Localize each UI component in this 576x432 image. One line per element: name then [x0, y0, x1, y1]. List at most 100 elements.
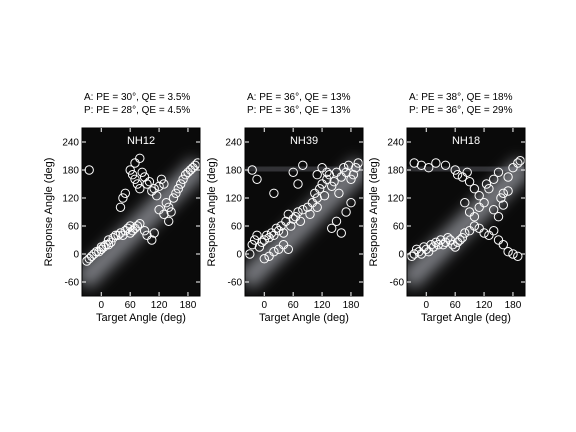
data-point	[424, 163, 434, 173]
data-point	[353, 158, 363, 168]
data-point	[161, 198, 172, 208]
data-point	[113, 230, 123, 241]
data-point	[135, 153, 145, 164]
data-point	[99, 242, 109, 252]
data-point	[334, 188, 344, 199]
data-point	[152, 191, 162, 201]
data-point	[493, 167, 504, 178]
data-point	[274, 226, 284, 236]
data-point	[142, 179, 152, 189]
data-point	[515, 156, 525, 166]
data-point	[115, 202, 126, 213]
data-point	[327, 223, 337, 234]
data-point	[298, 160, 308, 171]
x-tick-label: 60	[450, 300, 462, 311]
data-point	[276, 221, 286, 231]
data-point	[283, 244, 293, 255]
data-point	[180, 170, 191, 180]
data-point	[351, 163, 361, 173]
data-point	[346, 198, 356, 208]
data-point	[257, 237, 267, 248]
stat-line: P: PE = 28°, QE = 4.5%	[84, 105, 190, 116]
data-point	[144, 177, 155, 187]
data-point	[327, 181, 337, 192]
y-tick-label: 180	[387, 166, 404, 177]
data-point	[489, 174, 499, 185]
data-point	[288, 167, 298, 178]
y-tick-label: 120	[62, 194, 79, 205]
panel-nh39: A: PE = 36°, QE = 13% P: PE = 36°, QE = 1…	[206, 92, 364, 324]
plot-frame	[81, 127, 201, 297]
data-point	[123, 223, 133, 234]
data-point	[464, 207, 475, 217]
data-point	[82, 256, 92, 266]
data-point	[464, 226, 475, 236]
panel-nh12: A: PE = 30°, QE = 3.5% P: PE = 28°, QE = …	[43, 92, 201, 324]
data-point	[159, 179, 169, 189]
y-tick-label: 180	[225, 166, 242, 177]
data-point	[249, 235, 260, 245]
data-point	[264, 233, 274, 243]
data-point	[469, 221, 480, 231]
data-point	[103, 235, 114, 245]
y-tick-label: 120	[225, 194, 242, 205]
data-point	[135, 219, 145, 229]
stat-line: A: PE = 36°, QE = 13%	[247, 92, 351, 103]
y-tick-label: 240	[62, 138, 79, 149]
stat-line: P: PE = 36°, QE = 29%	[409, 105, 513, 116]
data-point	[130, 174, 140, 185]
data-point	[469, 184, 480, 194]
data-point	[443, 233, 453, 243]
data-point	[137, 167, 147, 178]
data-point	[111, 230, 121, 241]
data-point	[346, 174, 356, 185]
data-points	[407, 156, 525, 261]
data-point	[176, 179, 186, 189]
x-axis-title: Target Angle (deg)	[96, 312, 186, 324]
plot-frame	[406, 127, 526, 297]
data-point	[445, 235, 455, 245]
x-axis-title: Target Angle (deg)	[421, 312, 511, 324]
x-tick-label: 60	[125, 300, 137, 311]
data-point	[293, 207, 303, 217]
data-point	[130, 158, 140, 168]
data-point	[474, 223, 484, 234]
heatmap-band	[407, 157, 525, 290]
data-point	[407, 251, 417, 261]
data-point	[139, 226, 150, 236]
data-point	[149, 184, 159, 194]
data-point	[455, 235, 465, 245]
stat-line: P: PE = 36°, QE = 13%	[247, 105, 351, 116]
data-point	[496, 193, 506, 203]
heatmap-front-back-band	[245, 160, 363, 177]
data-point	[436, 235, 446, 245]
data-point	[450, 165, 460, 175]
data-point	[247, 240, 257, 250]
data-point	[91, 247, 102, 257]
x-tick-label: 60	[288, 300, 300, 311]
y-tick-label: 240	[387, 138, 404, 149]
data-point	[452, 170, 463, 180]
data-point	[489, 205, 499, 215]
data-point	[513, 158, 523, 168]
y-axis-title: Response Angle (deg)	[43, 158, 55, 267]
data-point	[156, 174, 167, 185]
data-point	[139, 172, 150, 182]
y-tick-label: 120	[387, 194, 404, 205]
data-point	[315, 184, 325, 194]
x-tick-label: 120	[314, 300, 331, 311]
data-point	[127, 226, 138, 236]
x-tick-label: 0	[98, 300, 104, 311]
data-point	[440, 160, 451, 171]
data-point	[460, 228, 470, 238]
heatmap-diagonal	[407, 157, 525, 290]
y-tick-label: 60	[231, 222, 243, 233]
y-tick-label: -60	[65, 278, 80, 289]
panel-title: NH39	[290, 135, 318, 147]
data-point	[101, 240, 111, 250]
data-point	[411, 244, 422, 255]
data-point	[269, 247, 279, 257]
data-point	[503, 172, 513, 182]
data-point	[317, 179, 327, 189]
data-point	[120, 188, 131, 199]
